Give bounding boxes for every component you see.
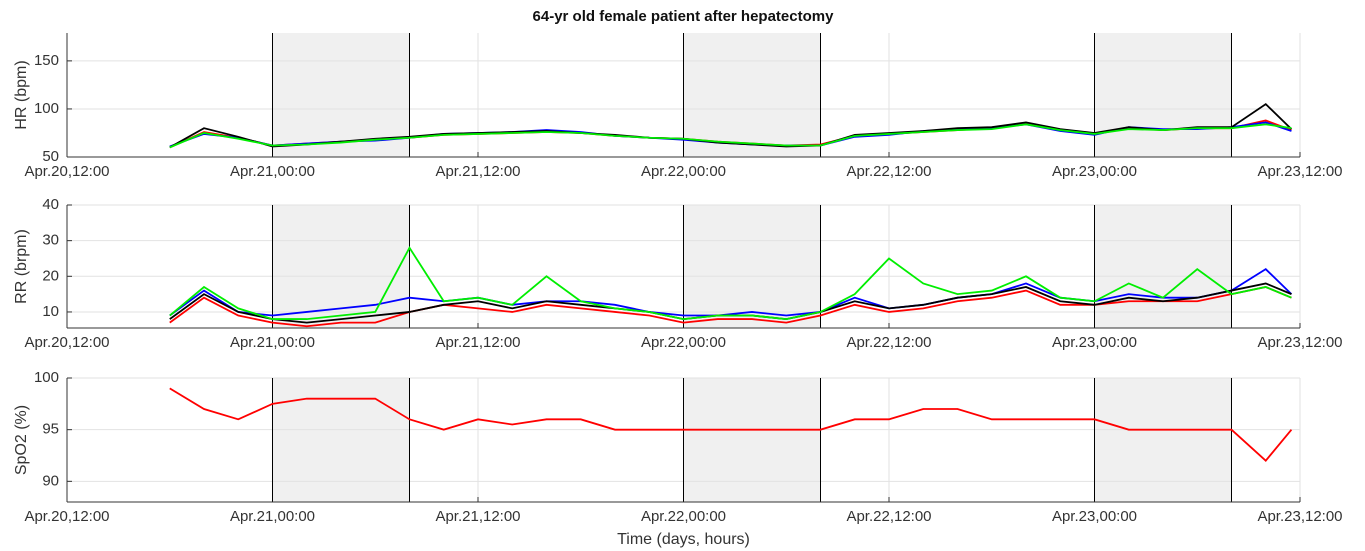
y-tick-label: 100 xyxy=(34,100,59,117)
x-tick-label: Apr.22,12:00 xyxy=(846,334,931,351)
data-line xyxy=(169,246,1292,320)
y-tick-label: 95 xyxy=(42,421,59,438)
night-span xyxy=(1094,378,1232,502)
data-line xyxy=(169,123,1292,149)
x-tick-label: Apr.22,00:00 xyxy=(641,163,726,180)
x-tick-label: Apr.23,12:00 xyxy=(1257,508,1342,525)
y-tick-label: 50 xyxy=(42,148,59,165)
night-span xyxy=(1094,205,1232,328)
y-tick-label: 10 xyxy=(42,303,59,320)
night-span xyxy=(272,33,410,157)
data-line xyxy=(169,102,1293,149)
x-tick-label: Apr.21,12:00 xyxy=(435,334,520,351)
night-span xyxy=(683,33,821,157)
x-tick-label: Apr.21,00:00 xyxy=(230,334,315,351)
x-tick-label: Apr.23,00:00 xyxy=(1052,334,1137,351)
y-axis-label: SpO2 (%) xyxy=(13,405,30,475)
x-tick-label: Apr.21,00:00 xyxy=(230,508,315,525)
data-line xyxy=(169,387,1293,462)
x-tick-label: Apr.21,00:00 xyxy=(230,163,315,180)
night-span xyxy=(683,205,821,328)
night-span xyxy=(683,378,821,502)
data-line xyxy=(169,268,1293,317)
x-tick-label: Apr.22,00:00 xyxy=(641,508,726,525)
y-axis-label: HR (bpm) xyxy=(13,60,30,129)
y-tick-label: 90 xyxy=(42,472,59,489)
x-tick-label: Apr.22,00:00 xyxy=(641,334,726,351)
y-axis-label: RR (brpm) xyxy=(13,229,30,304)
x-tick-label: Apr.21,12:00 xyxy=(435,163,520,180)
x-tick-label: Apr.20,12:00 xyxy=(24,163,109,180)
x-tick-label: Apr.20,12:00 xyxy=(24,334,109,351)
x-axis-label: Time (days, hours) xyxy=(617,531,750,548)
x-tick-label: Apr.23,00:00 xyxy=(1052,163,1137,180)
x-tick-label: Apr.23,12:00 xyxy=(1257,334,1342,351)
y-tick-label: 150 xyxy=(34,52,59,69)
x-tick-label: Apr.22,12:00 xyxy=(846,508,931,525)
x-tick-label: Apr.23,12:00 xyxy=(1257,163,1342,180)
y-tick-label: 30 xyxy=(42,232,59,249)
y-tick-label: 100 xyxy=(34,369,59,386)
chart-title: 64-yr old female patient after hepatecto… xyxy=(533,8,835,25)
x-tick-label: Apr.21,12:00 xyxy=(435,508,520,525)
x-tick-label: Apr.22,12:00 xyxy=(846,163,931,180)
data-line xyxy=(169,286,1292,328)
y-tick-label: 40 xyxy=(42,196,59,213)
night-span xyxy=(272,378,410,502)
x-tick-label: Apr.23,00:00 xyxy=(1052,508,1137,525)
x-tick-label: Apr.20,12:00 xyxy=(24,508,109,525)
night-span xyxy=(1094,33,1232,157)
y-tick-label: 20 xyxy=(42,267,59,284)
night-span xyxy=(272,205,410,328)
